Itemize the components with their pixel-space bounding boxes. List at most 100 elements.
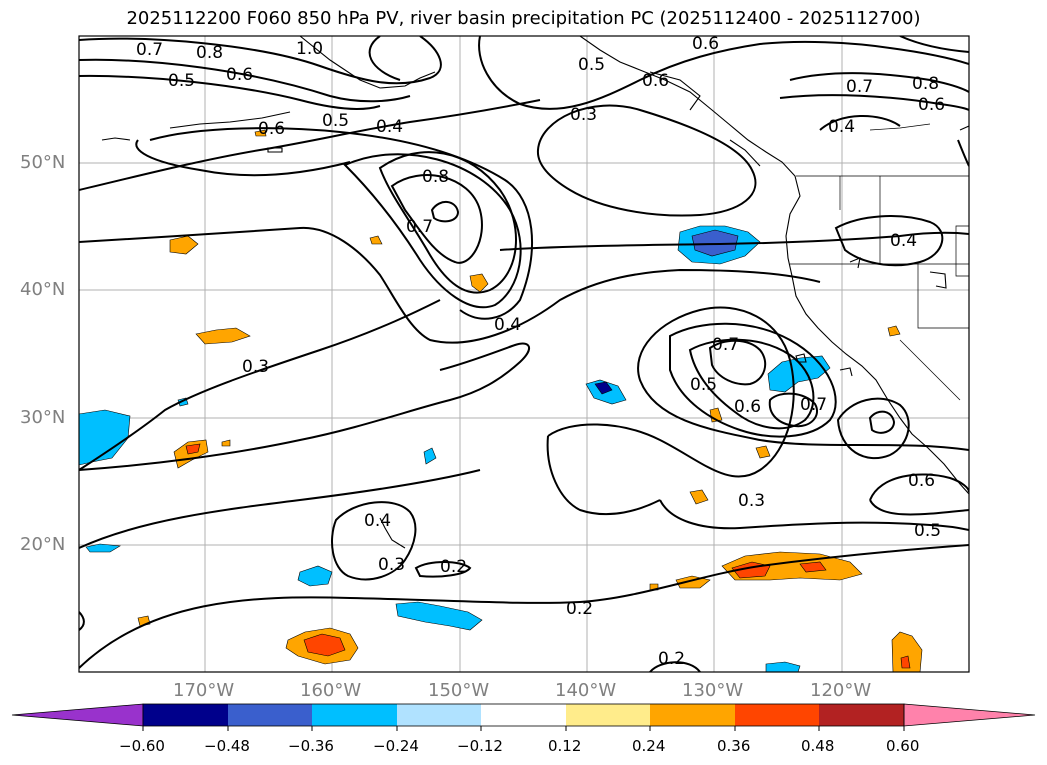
longitude-label-140w: 140°W: [555, 680, 617, 701]
precip-region: [195, 327, 251, 345]
pv-contour: [390, 174, 483, 264]
contour-label: 0.5: [168, 71, 195, 91]
colorbar-tick-label: 0.36: [717, 737, 751, 755]
colorbar-segment: [481, 704, 566, 726]
pv-contour: [343, 153, 522, 309]
borders: [790, 123, 969, 401]
pv-contour: [79, 58, 411, 103]
contour-label: 0.7: [406, 217, 433, 237]
longitude-label-120w: 120°W: [810, 680, 872, 701]
precip-fills: [79, 129, 923, 672]
contour-label: 0.8: [912, 74, 939, 94]
pv-contour: [135, 139, 351, 177]
coastline: [101, 137, 131, 141]
contour-labels: 0.7 0.8 1.0 0.5 0.6 0.6 0.5 0.4 0.5 0.6 …: [136, 36, 945, 669]
colorbar-tick-label: 0.24: [632, 737, 666, 755]
pv-contour: [834, 215, 944, 267]
pv-contour: [546, 435, 661, 516]
contour-label: 0.4: [364, 511, 391, 531]
colorbar-tick-label: 0.60: [886, 737, 920, 755]
pv-contour: [957, 139, 969, 167]
precip-region: [169, 235, 199, 255]
precip-region: [689, 489, 709, 505]
pv-contour: [547, 306, 969, 478]
pv-contour: [869, 473, 969, 501]
coastline: [379, 517, 406, 549]
pv-contour: [79, 469, 481, 549]
contour-label: 0.5: [322, 111, 349, 131]
precip-region: [799, 561, 827, 573]
coastline: [929, 271, 947, 289]
colorbar-segment: [312, 704, 397, 726]
colorbar-extend-min: [11, 703, 144, 727]
contour-label: 0.4: [494, 315, 521, 335]
border-line: [955, 225, 969, 277]
contour-label: 0.5: [914, 521, 941, 541]
coastline: [959, 125, 969, 131]
colorbar-tick-label: −0.36: [288, 737, 334, 755]
precip-region: [85, 543, 121, 553]
precip-region: [185, 443, 201, 455]
border-line: [899, 339, 961, 401]
contour-label: 0.7: [136, 40, 163, 60]
pv-contour: [79, 299, 441, 471]
pv-contour: [819, 115, 901, 131]
pv-contour: [79, 74, 381, 110]
pv-contour: [869, 499, 969, 516]
figure-title: 2025112200 F060 850 hPa PV, river basin …: [126, 8, 921, 29]
precip-region: [891, 631, 923, 672]
contour-label: 0.3: [738, 491, 765, 511]
pv-contour: [79, 226, 821, 344]
contour-label: 1.0: [296, 39, 323, 59]
precip-region: [765, 661, 801, 672]
contour-label: 0.7: [800, 395, 827, 415]
contour-label: 0.6: [918, 95, 945, 115]
colorbar: [11, 703, 1036, 731]
longitude-label-160w: 160°W: [300, 680, 362, 701]
pv-contour: [499, 231, 969, 251]
colorbar-tick-label: 0.12: [548, 737, 582, 755]
colorbar-tick-label: −0.12: [457, 737, 503, 755]
colorbar-ticks: [142, 726, 905, 731]
pv-contour: [688, 338, 815, 430]
pv-contour: [79, 342, 530, 471]
colorbar-frame: [142, 703, 905, 727]
contour-label: 0.6: [734, 397, 761, 417]
contour-label: 0.2: [658, 649, 685, 669]
border-line: [869, 123, 931, 131]
pv-contour: [536, 104, 757, 217]
coastline: [649, 71, 701, 111]
pv-contour: [331, 501, 417, 581]
precip-region: [469, 273, 489, 293]
coastline: [729, 139, 761, 167]
pv-contour: [79, 99, 541, 191]
contour-label: 0.2: [566, 599, 593, 619]
precip-region: [691, 229, 739, 257]
colorbar-segment: [397, 704, 481, 726]
precip-region: [254, 129, 267, 137]
colorbar-segment: [650, 704, 735, 726]
precip-region: [887, 325, 901, 337]
pv-contour: [79, 611, 85, 631]
colorbar-tick-label: −0.60: [119, 737, 165, 755]
longitude-label-150w: 150°W: [428, 680, 490, 701]
contour-label: 0.6: [642, 71, 669, 91]
pv-contour: [868, 410, 896, 434]
colorbar-tick-label: −0.48: [204, 737, 250, 755]
border-line: [917, 264, 969, 329]
pv-contour: [836, 397, 910, 460]
latitude-label-50n: 50°N: [20, 152, 66, 173]
contour-label: 0.5: [690, 375, 717, 395]
contour-label: 0.6: [226, 65, 253, 85]
pv-contour: [659, 499, 969, 531]
pv-contour: [669, 322, 837, 438]
coastline: [839, 367, 853, 377]
coastline: [579, 36, 969, 495]
coastline: [169, 111, 291, 129]
contour-label: 0.6: [908, 471, 935, 491]
colorbar-tick-label: 0.48: [801, 737, 835, 755]
colorbar-segment: [819, 704, 904, 726]
latitude-label-20n: 20°N: [20, 534, 66, 555]
colorbar-segment: [566, 704, 650, 726]
